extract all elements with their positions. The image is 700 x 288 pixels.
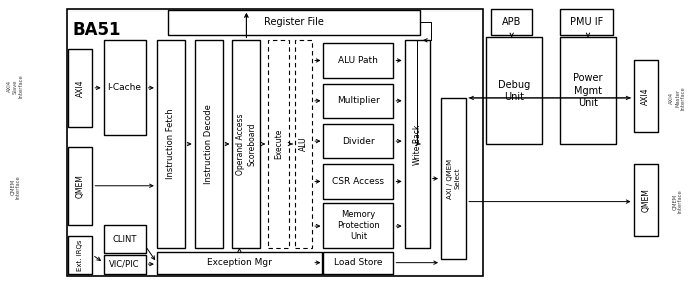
Text: Debug
Unit: Debug Unit	[498, 79, 531, 102]
Text: Operand Access
Scoreboard: Operand Access Scoreboard	[237, 113, 256, 175]
FancyBboxPatch shape	[68, 12, 482, 274]
Text: AXI4
Slave
Interface: AXI4 Slave Interface	[7, 75, 24, 98]
Text: Execute: Execute	[274, 129, 283, 159]
FancyBboxPatch shape	[68, 147, 92, 225]
FancyBboxPatch shape	[560, 37, 616, 144]
FancyBboxPatch shape	[104, 225, 146, 253]
FancyBboxPatch shape	[634, 164, 658, 236]
Text: Memory
Protection
Unit: Memory Protection Unit	[337, 210, 380, 241]
FancyBboxPatch shape	[68, 236, 92, 274]
FancyBboxPatch shape	[195, 40, 223, 248]
FancyBboxPatch shape	[268, 40, 289, 248]
FancyBboxPatch shape	[323, 203, 393, 248]
Text: ALU Path: ALU Path	[339, 56, 378, 65]
Text: Load Store: Load Store	[334, 258, 383, 267]
FancyBboxPatch shape	[295, 40, 312, 248]
FancyBboxPatch shape	[323, 84, 393, 118]
FancyBboxPatch shape	[104, 40, 146, 135]
FancyBboxPatch shape	[491, 9, 532, 35]
Text: Divider: Divider	[342, 137, 375, 146]
Text: VIC/PIC: VIC/PIC	[109, 260, 140, 269]
Text: Write-Back: Write-Back	[413, 123, 421, 165]
FancyBboxPatch shape	[323, 252, 393, 274]
Text: CSR Access: CSR Access	[332, 177, 384, 186]
Text: QMEM: QMEM	[76, 174, 85, 198]
Text: Multiplier: Multiplier	[337, 96, 380, 105]
Text: QMEM
Interface: QMEM Interface	[672, 190, 683, 213]
FancyBboxPatch shape	[66, 9, 483, 276]
Text: QMEM
Interface: QMEM Interface	[10, 175, 21, 199]
FancyBboxPatch shape	[104, 255, 146, 274]
Text: Register File: Register File	[264, 17, 324, 27]
FancyBboxPatch shape	[68, 49, 92, 127]
Text: CLINT: CLINT	[113, 234, 136, 244]
Text: BA51: BA51	[72, 21, 120, 39]
Text: AXI4: AXI4	[641, 88, 650, 105]
Text: Power
Mgmt
Unit: Power Mgmt Unit	[573, 73, 603, 108]
Text: Ext. IRQs: Ext. IRQs	[77, 239, 83, 271]
Text: ALU: ALU	[300, 137, 308, 151]
Text: PMU IF: PMU IF	[570, 17, 603, 26]
Text: I-Cache: I-Cache	[108, 83, 141, 92]
Text: Instruction Decode: Instruction Decode	[204, 104, 213, 184]
FancyBboxPatch shape	[323, 124, 393, 158]
Text: AXI4
Master
Interface: AXI4 Master Interface	[669, 86, 686, 110]
Text: APB: APB	[502, 17, 522, 26]
FancyBboxPatch shape	[323, 43, 393, 78]
FancyBboxPatch shape	[560, 9, 612, 35]
Text: Instruction Fetch: Instruction Fetch	[167, 109, 175, 179]
Text: QMEM: QMEM	[641, 188, 650, 212]
FancyBboxPatch shape	[157, 40, 185, 248]
FancyBboxPatch shape	[232, 40, 260, 248]
FancyBboxPatch shape	[634, 60, 658, 132]
FancyBboxPatch shape	[168, 10, 420, 35]
FancyBboxPatch shape	[441, 98, 466, 259]
FancyBboxPatch shape	[323, 164, 393, 199]
FancyBboxPatch shape	[157, 252, 322, 274]
FancyBboxPatch shape	[405, 40, 430, 248]
Text: AXI4: AXI4	[76, 79, 85, 97]
Text: AXI / QMEM
Select: AXI / QMEM Select	[447, 158, 461, 199]
FancyBboxPatch shape	[486, 37, 542, 144]
Text: Exception Mgr: Exception Mgr	[207, 258, 272, 267]
